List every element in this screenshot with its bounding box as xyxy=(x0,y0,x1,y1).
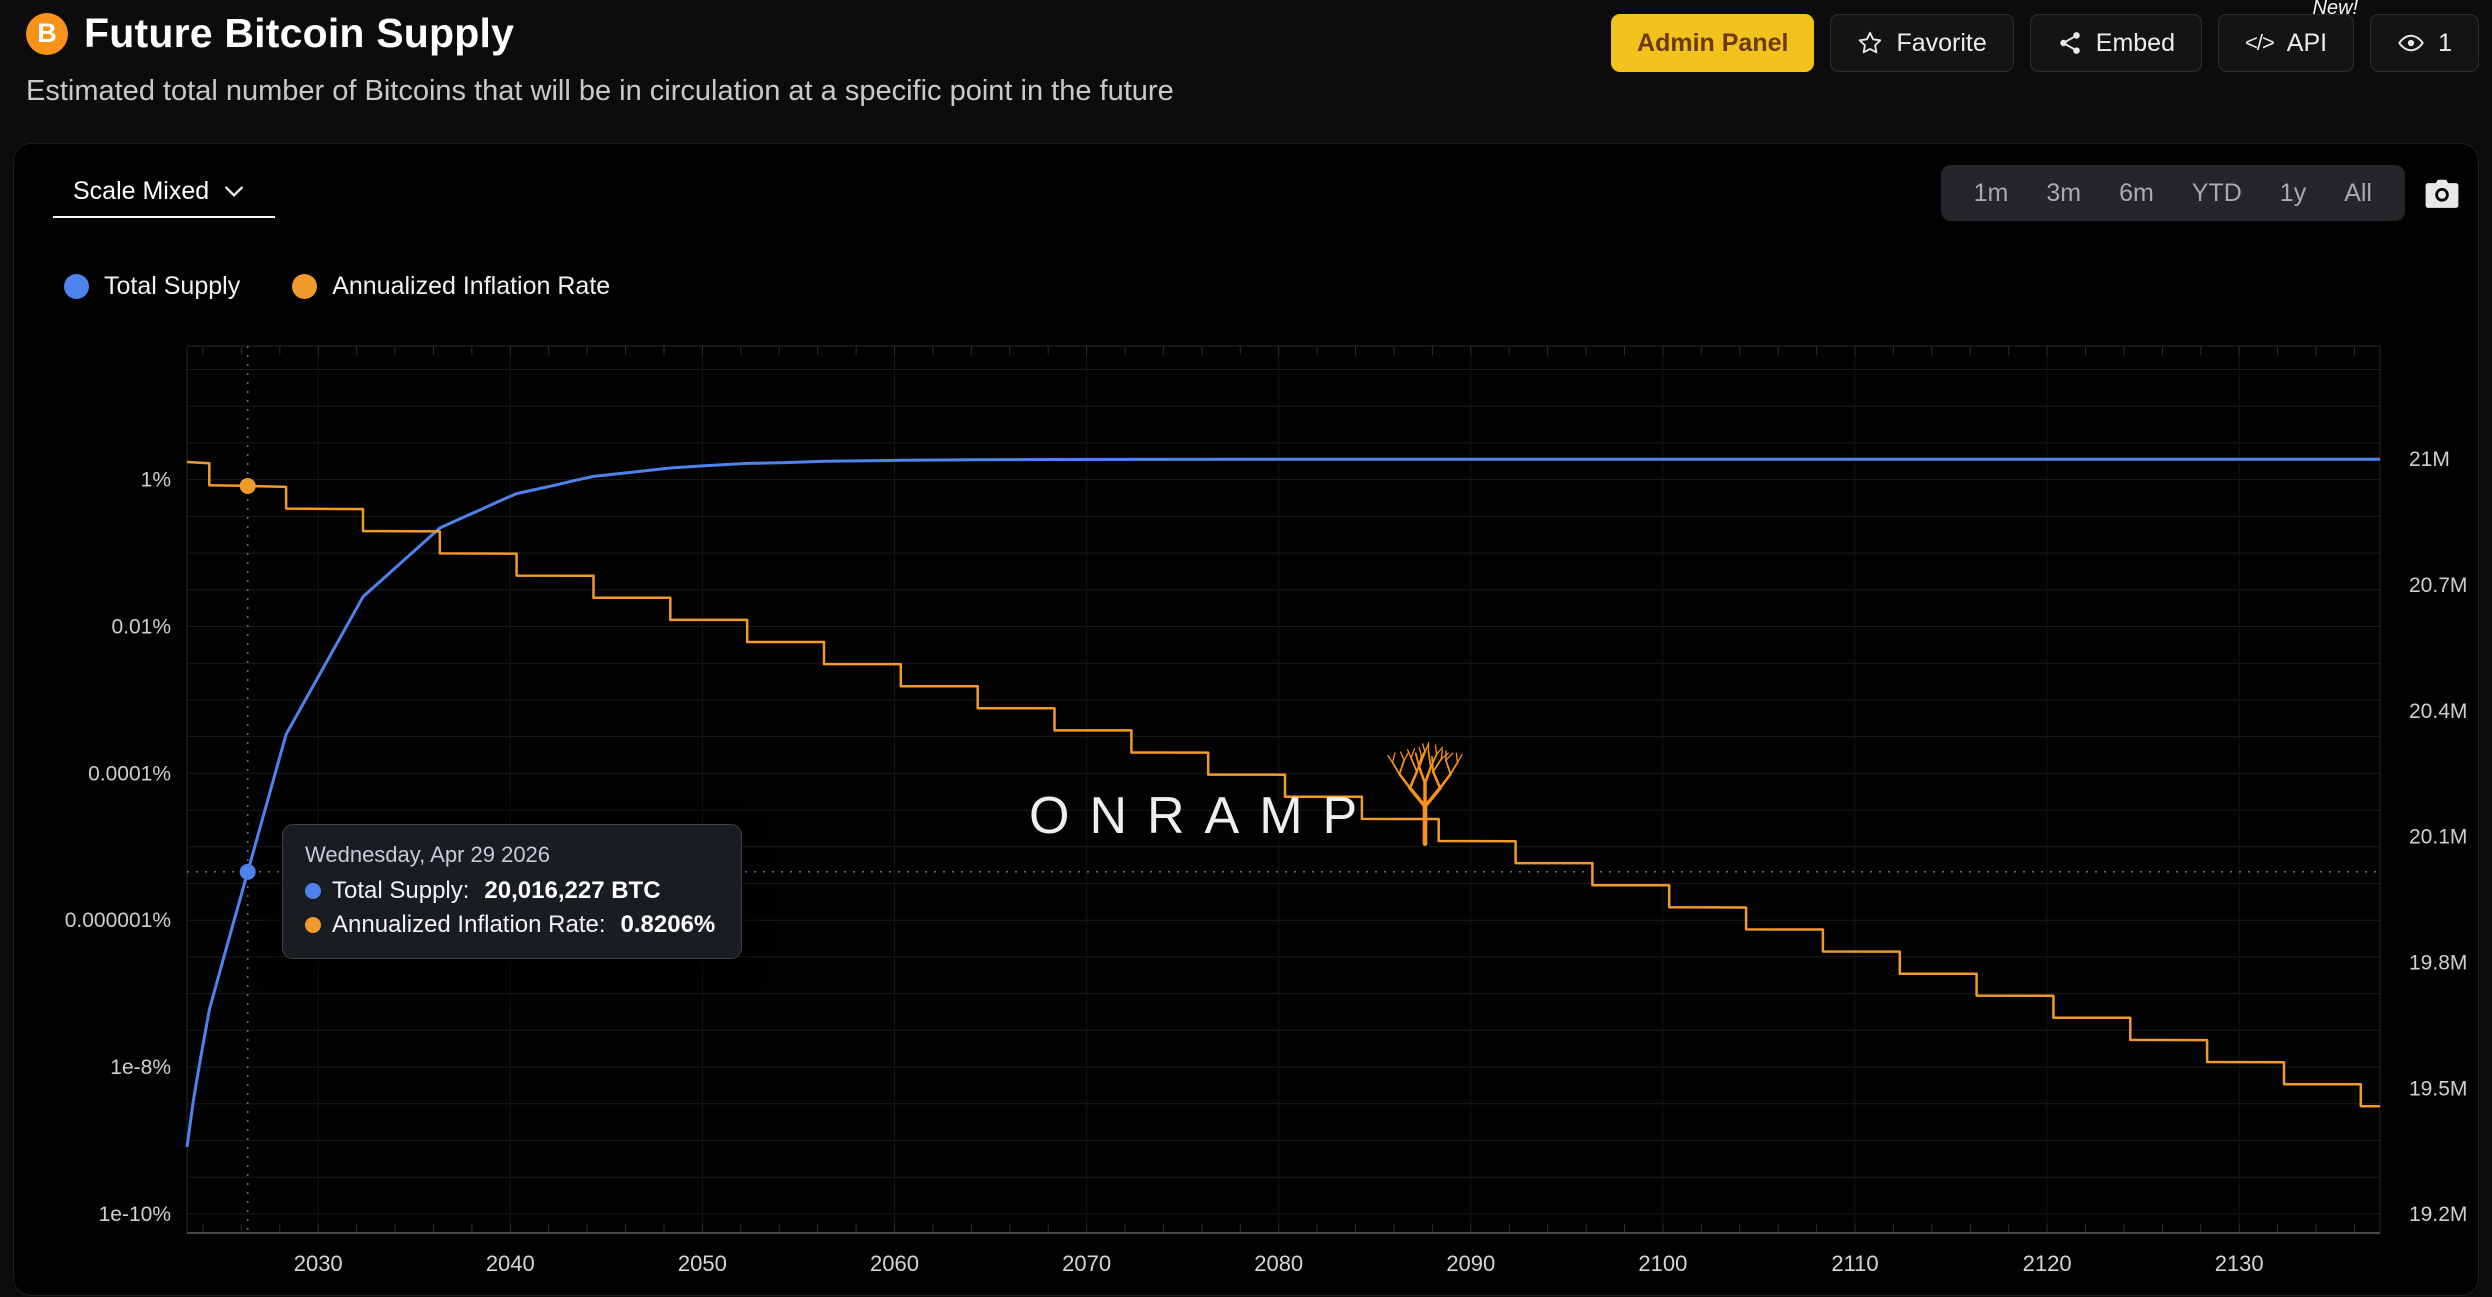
api-label: API xyxy=(2286,28,2328,57)
range-ytd[interactable]: YTD xyxy=(2173,179,2261,208)
range-3m[interactable]: 3m xyxy=(2027,179,2100,208)
camera-button[interactable] xyxy=(2416,168,2468,220)
camera-icon xyxy=(2425,179,2459,208)
chart-tooltip: Wednesday, Apr 29 2026 Total Supply: 20,… xyxy=(282,824,743,959)
tooltip-inflation-label: Annualized Inflation Rate: xyxy=(332,911,606,938)
share-icon xyxy=(2060,32,2080,54)
tooltip-supply-row: Total Supply: 20,016,227 BTC xyxy=(305,877,715,905)
left-axis-label: 1% xyxy=(141,469,171,492)
right-axis-label: 20.7M xyxy=(2409,574,2467,597)
chart-plot[interactable]: 1% 0.01% 0.0001% 0.000001% 1e-8% 1e-10% 21M 20.… xyxy=(14,144,2480,1297)
tooltip-inflation-row: Annualized Inflation Rate: 0.8206% xyxy=(305,911,715,939)
chevron-down-icon xyxy=(225,185,244,197)
header-actions: Admin Panel Favorite Embed New! </> API xyxy=(1611,0,2479,72)
right-axis-label: 19.5M xyxy=(2409,1077,2467,1100)
x-axis-label: 2120 xyxy=(2023,1251,2072,1276)
admin-panel-button[interactable]: Admin Panel xyxy=(1611,14,1815,72)
supply-marker xyxy=(239,863,256,880)
total-supply-dot-icon xyxy=(64,274,89,299)
right-axis-label: 19.8M xyxy=(2409,951,2467,974)
series-annualized-inflation-rate xyxy=(186,460,2381,1108)
inflation-rate-dot-icon xyxy=(292,274,318,299)
left-axis-label: 0.0001% xyxy=(88,762,171,785)
chart-panel: Scale Mixed 1m 3m 6m YTD 1y All Total Su… xyxy=(13,143,2479,1296)
views-button[interactable]: 1 xyxy=(2370,14,2479,72)
scale-dropdown-label: Scale Mixed xyxy=(73,176,210,205)
legend-label-total-supply: Total Supply xyxy=(104,272,241,300)
x-axis-label: 2040 xyxy=(486,1251,535,1276)
views-count: 1 xyxy=(2438,28,2452,57)
tooltip-supply-dot-icon xyxy=(305,883,321,899)
inflation-marker xyxy=(239,477,256,494)
left-axis-label: 0.01% xyxy=(111,615,171,638)
right-axis-label: 20.4M xyxy=(2409,700,2467,723)
x-axis-label: 2050 xyxy=(678,1251,727,1276)
x-axis-label: 2030 xyxy=(294,1251,343,1276)
legend-label-inflation-rate: Annualized Inflation Rate xyxy=(332,272,611,300)
x-axis-label: 2080 xyxy=(1254,1251,1303,1276)
tooltip-supply-label: Total Supply: xyxy=(332,877,470,904)
tooltip-date: Wednesday, Apr 29 2026 xyxy=(305,842,551,867)
range-selector: 1m 3m 6m YTD 1y All xyxy=(1940,165,2405,221)
tooltip-inflation-dot-icon xyxy=(305,917,321,933)
api-button[interactable]: </> API xyxy=(2217,14,2355,72)
page-header: B Future Bitcoin Supply Estimated total … xyxy=(0,0,2492,143)
range-all[interactable]: All xyxy=(2325,179,2391,208)
chart-legend: Total Supply Annualized Inflation Rate xyxy=(64,272,610,301)
x-axis-label: 2110 xyxy=(1831,1251,1878,1276)
bitcoin-logo-icon: B xyxy=(26,12,68,55)
tooltip-supply-value: 20,016,227 BTC xyxy=(484,877,661,904)
plot-border xyxy=(186,345,2381,1234)
x-axis-label: 2070 xyxy=(1062,1251,1111,1276)
scale-dropdown[interactable]: Scale Mixed xyxy=(53,166,275,218)
star-icon xyxy=(1859,31,1882,54)
legend-item-inflation-rate[interactable]: Annualized Inflation Rate xyxy=(292,272,610,301)
x-axis-label: 2060 xyxy=(870,1251,919,1276)
x-axis-label: 2090 xyxy=(1446,1251,1495,1276)
left-axis-label: 1e-8% xyxy=(110,1056,171,1079)
code-icon: </> xyxy=(2244,30,2275,55)
right-axis-label: 19.2M xyxy=(2409,1203,2467,1226)
x-axis-label: 2130 xyxy=(2215,1251,2264,1276)
left-axis-label: 0.000001% xyxy=(65,909,171,932)
left-axis-label: 1e-10% xyxy=(99,1203,171,1226)
eye-icon xyxy=(2398,34,2424,52)
page-subtitle: Estimated total number of Bitcoins that … xyxy=(26,75,1174,107)
favorite-label: Favorite xyxy=(1896,28,1987,57)
x-axis-label: 2100 xyxy=(1638,1251,1687,1276)
range-1m[interactable]: 1m xyxy=(1955,179,2028,208)
new-badge: New! xyxy=(2312,0,2359,19)
right-axis-label: 20.1M xyxy=(2409,826,2467,849)
embed-label: Embed xyxy=(2095,28,2175,57)
right-axis-label: 21M xyxy=(2409,448,2450,471)
range-6m[interactable]: 6m xyxy=(2100,179,2173,208)
legend-item-total-supply[interactable]: Total Supply xyxy=(64,272,240,301)
range-1y[interactable]: 1y xyxy=(2261,179,2325,208)
tooltip-inflation-value: 0.8206% xyxy=(620,911,716,938)
series-total-supply xyxy=(185,457,2380,1148)
favorite-button[interactable]: Favorite xyxy=(1830,14,2014,72)
embed-button[interactable]: Embed xyxy=(2029,14,2202,72)
page-title: Future Bitcoin Supply xyxy=(84,10,515,56)
